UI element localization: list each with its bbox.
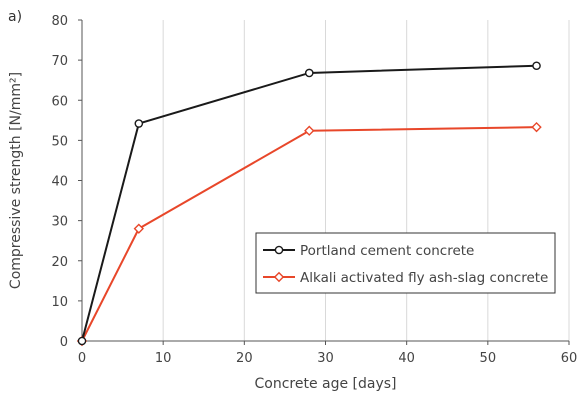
- x-tick-label: 50: [480, 351, 497, 366]
- y-tick-label: 30: [51, 215, 68, 230]
- y-axis-label: Compressive strength [N/mm²]: [8, 72, 24, 289]
- y-tick-label: 0: [60, 335, 68, 350]
- x-tick-label: 20: [236, 351, 253, 366]
- data-point: [77, 336, 87, 346]
- y-tick-label: 40: [51, 175, 68, 190]
- x-tick-label: 60: [561, 351, 578, 366]
- x-axis-label: Concrete age [days]: [254, 376, 396, 392]
- data-point: [134, 119, 144, 128]
- data-point: [532, 61, 541, 71]
- x-tick-label: 10: [155, 351, 172, 366]
- legend-label: Portland cement concrete: [300, 243, 474, 259]
- series-portland-cement-concrete: [77, 61, 541, 346]
- legend-label: Alkali activated fly ash-slag concrete: [300, 270, 548, 286]
- y-tick-label: 70: [51, 54, 68, 69]
- series-layer: [76, 61, 542, 347]
- legend-entry: Portland cement concrete: [263, 243, 474, 259]
- legend-box: [255, 232, 556, 294]
- legend-marker: [273, 271, 285, 283]
- y-tick-label: 20: [51, 255, 68, 270]
- legend-marker: [274, 245, 284, 255]
- y-tick-label: 60: [51, 94, 68, 109]
- legend-entry: Alkali activated fly ash-slag concrete: [263, 270, 548, 286]
- data-point: [133, 223, 145, 234]
- legend: Portland cement concrete Alkali activated…: [255, 232, 556, 294]
- data-point: [304, 125, 315, 136]
- x-ticks: 0 10 20 30 40 50 60: [78, 341, 577, 366]
- x-tick-label: 40: [398, 351, 415, 366]
- y-tick-label: 50: [51, 134, 68, 149]
- panel-label: a): [8, 9, 23, 25]
- x-tick-label: 30: [317, 351, 334, 366]
- series-line: [81, 126, 537, 342]
- y-tick-label: 10: [51, 295, 68, 310]
- y-tick-label: 80: [51, 14, 68, 29]
- data-point: [304, 68, 314, 78]
- y-ticks: 0 10 20 30 40 50 60 70 80: [51, 14, 82, 350]
- x-tick-label: 0: [78, 351, 86, 366]
- data-point: [531, 121, 542, 133]
- series-line: [81, 64, 537, 342]
